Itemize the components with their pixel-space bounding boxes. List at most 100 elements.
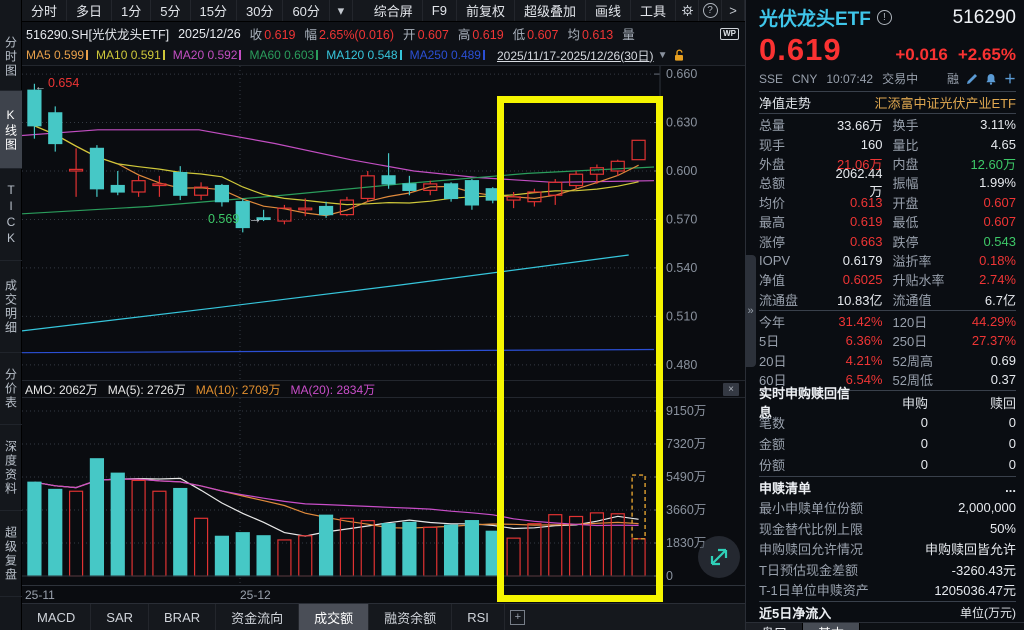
table-row: 5日 6.36% 250日 27.37% bbox=[759, 333, 1016, 350]
volume-indicator-bar: AMO: 2062万 MA(5): 2726万 MA(10): 2709万 MA(20… bbox=[22, 380, 745, 398]
volume-chart-pane[interactable]: 9150万 7320万 5490万 3660万 1830万 0 bbox=[22, 398, 745, 585]
table-row: 现金替代比例上限 50% bbox=[759, 520, 1016, 537]
high-annotation: 0.654 bbox=[48, 76, 80, 90]
tool-button-工具[interactable]: 工具 bbox=[631, 0, 676, 21]
date-range-link[interactable]: 2025/11/17-2025/12/26(30日) bbox=[496, 48, 654, 63]
add-indicator-button[interactable]: + bbox=[505, 604, 531, 630]
performance-rows: 今年 31.42% 120日 44.29% 5日 6.36% 250日 27.37% 20日 4.… bbox=[759, 312, 1016, 390]
realtime-rows: 笔数 0 0 金额 0 0 份额 0 0 bbox=[759, 412, 1016, 475]
period-button-1分[interactable]: 1分 bbox=[112, 0, 152, 21]
quote-panel: » 光伏龙头ETF ! 516290 0.619 +0.016 +2.65% S… bbox=[745, 0, 1024, 630]
sidebar-item-TICK[interactable]: TICK bbox=[0, 169, 22, 261]
period-button-分时[interactable]: 分时 bbox=[22, 0, 68, 21]
instrument-number: 516290 bbox=[952, 6, 1016, 28]
list-section-header: 申赎清单 ... bbox=[759, 480, 1016, 497]
kline-chart-pane[interactable]: 0.660 0.630 0.600 0.570 0.540 0.510 0.480 ← 0.… bbox=[21, 66, 745, 380]
volume-chart[interactable]: 9150万 7320万 5490万 3660万 1830万 0 bbox=[22, 398, 745, 585]
table-row: 最小申赎单位份额 2,000,000 bbox=[759, 500, 1016, 517]
sidebar-item-成交明细[interactable]: 成交明细 bbox=[0, 261, 22, 353]
kline-chart[interactable]: 0.660 0.630 0.600 0.570 0.540 0.510 0.480 bbox=[21, 66, 745, 380]
table-row: 金额 0 0 bbox=[759, 436, 1016, 453]
table-row: 最高 0.619 最低 0.607 bbox=[759, 214, 1016, 231]
period-toolbar: 分时 多日 1分 5分 15分 30分 60分 ▾ 综合屏 F9 前复权 超级叠加 画线 工具? > bbox=[22, 0, 745, 22]
alert-bell-icon[interactable] bbox=[985, 73, 997, 85]
trading-status: 交易中 bbox=[882, 72, 919, 86]
indicator-tab-RSI[interactable]: RSI bbox=[452, 604, 505, 630]
help-icon[interactable]: ? bbox=[699, 0, 722, 21]
last-price: 0.619 bbox=[759, 32, 842, 67]
quote-info-bar: 516290.SH[光伏龙头ETF] 2025/12/26 收 0.619 幅 2.6… bbox=[22, 22, 745, 45]
table-row: 外盘 21.06万 内盘 12.60万 bbox=[759, 156, 1016, 172]
sidebar-item-K线图[interactable]: K线图 bbox=[0, 91, 22, 169]
info-icon[interactable]: ! bbox=[876, 10, 892, 25]
svg-text:0.570: 0.570 bbox=[666, 212, 697, 226]
subscription-rows: 最小申赎单位份额 2,000,000 现金替代比例上限 50% 申购赎回允许情况 申购赎回… bbox=[759, 497, 1016, 600]
expand-icon[interactable] bbox=[698, 536, 740, 578]
close-icon[interactable]: × bbox=[723, 383, 739, 396]
sidebar-item-超级复盘[interactable]: 超级复盘 bbox=[0, 511, 22, 597]
period-button-15分[interactable]: 15分 bbox=[191, 0, 237, 21]
realtime-section-header: 实时申购赎回信息 申购 赎回 bbox=[759, 386, 1016, 421]
table-row: 今年 31.42% 120日 44.29% bbox=[759, 314, 1016, 331]
tool-button-超级叠加[interactable]: 超级叠加 bbox=[515, 0, 586, 21]
panel-tabbar: 盘口基本 bbox=[746, 621, 1024, 630]
indicator-tab-BRAR[interactable]: BRAR bbox=[149, 604, 217, 630]
indicator-tab-融资余额[interactable]: 融资余额 bbox=[369, 604, 453, 630]
panel-tab-基本[interactable]: 基本 bbox=[803, 622, 860, 630]
table-row: 流通盘 10.83亿 流通值 6.7亿 bbox=[759, 292, 1016, 308]
collapse-handle[interactable]: » bbox=[745, 255, 756, 367]
amount-ma-values: AMO: 2062万 MA(5): 2726万 MA(10): 2709万 MA(20… bbox=[25, 381, 385, 398]
table-row: 总量 33.66万 换手 3.11% bbox=[759, 117, 1016, 134]
ma-value-MA20: MA20 0.592 bbox=[173, 48, 242, 62]
table-row: 现手 160 量比 4.65 bbox=[759, 136, 1016, 153]
ma-value-MA60: MA60 0.603 bbox=[249, 48, 319, 62]
ma-indicator-bar: MA5 0.599 MA10 0.591 MA20 0.592 MA60 0.603 M… bbox=[22, 45, 745, 66]
add-watchlist-icon[interactable]: ＋ bbox=[1003, 72, 1016, 86]
more-ellipsis[interactable]: ... bbox=[1005, 480, 1016, 496]
gear-icon[interactable] bbox=[676, 0, 699, 21]
chevron-down-icon[interactable]: ▼ bbox=[657, 49, 668, 61]
quote-field-高: 高 0.619 bbox=[457, 28, 504, 42]
time-axis: 25-11 25-12 bbox=[22, 585, 745, 603]
period-button-30分[interactable]: 30分 bbox=[237, 0, 284, 21]
price-change-pct: +2.65% bbox=[957, 45, 1016, 64]
amount-ma-label: AMO: 2062万 bbox=[25, 382, 98, 397]
nav-trend-label[interactable]: 净值走势 bbox=[759, 96, 812, 111]
table-row: 净值 0.6025 升贴水率 2.74% bbox=[759, 272, 1016, 289]
indicator-tab-资金流向[interactable]: 资金流向 bbox=[216, 604, 300, 630]
sidebar-item-深度资料[interactable]: 深度资料 bbox=[0, 425, 22, 511]
panel-tab-盘口[interactable]: 盘口 bbox=[746, 622, 803, 630]
svg-text:3660万: 3660万 bbox=[666, 503, 706, 517]
ohlc-values: 收 0.619 幅 2.65%(0.016) 开 0.607 高 0.619 低 0.607 均 0.… bbox=[250, 24, 646, 43]
svg-text:5490万: 5490万 bbox=[666, 470, 706, 484]
netflow-section-header: 近5日净流入 单位(万元) bbox=[759, 605, 1016, 621]
svg-text:7320万: 7320万 bbox=[666, 437, 706, 451]
tool-button-画线[interactable]: 画线 bbox=[586, 0, 631, 21]
expand-arrow-icon[interactable]: > bbox=[722, 0, 745, 21]
table-row: T-1日单位申赎资产 1205036.47元 bbox=[759, 583, 1016, 599]
indicator-tab-SAR[interactable]: SAR bbox=[91, 604, 150, 630]
indicator-tab-成交额[interactable]: 成交额 bbox=[299, 604, 370, 630]
sidebar-item-分价表[interactable]: 分价表 bbox=[0, 353, 22, 425]
tool-button-综合屏[interactable]: 综合屏 bbox=[365, 0, 423, 21]
wp-badge-icon[interactable]: WP bbox=[720, 27, 739, 40]
quote-field-低: 低 0.607 bbox=[512, 28, 559, 42]
chart-main-area: 分时 多日 1分 5分 15分 30分 60分 ▾ 综合屏 F9 前复权 超级叠加 画线 工具? > 51… bbox=[21, 0, 745, 630]
svg-text:0.660: 0.660 bbox=[666, 67, 697, 81]
indicator-tab-MACD[interactable]: MACD bbox=[22, 604, 92, 630]
table-row: 笔数 0 0 bbox=[759, 415, 1016, 432]
period-button-60分[interactable]: 60分 bbox=[283, 0, 330, 21]
period-dropdown-icon[interactable]: ▾ bbox=[330, 0, 353, 21]
quote-header: 光伏龙头ETF ! 516290 0.619 +0.016 +2.65% SSE… bbox=[759, 0, 1016, 90]
tool-button-F9[interactable]: F9 bbox=[423, 0, 457, 21]
edit-icon[interactable] bbox=[966, 73, 978, 85]
low-annotation-arrow: → bbox=[248, 210, 262, 226]
session-date: 2025/12/26 bbox=[178, 26, 241, 41]
period-button-5分[interactable]: 5分 bbox=[151, 0, 191, 21]
period-button-多日[interactable]: 多日 bbox=[67, 0, 113, 21]
tool-button-前复权[interactable]: 前复权 bbox=[457, 0, 515, 21]
table-row: 份额 0 0 bbox=[759, 457, 1016, 474]
sidebar-item-分时图[interactable]: 分时图 bbox=[0, 23, 22, 91]
lock-icon[interactable] bbox=[673, 49, 686, 62]
fund-name: 汇添富中证光伏产业ETF bbox=[874, 96, 1016, 111]
